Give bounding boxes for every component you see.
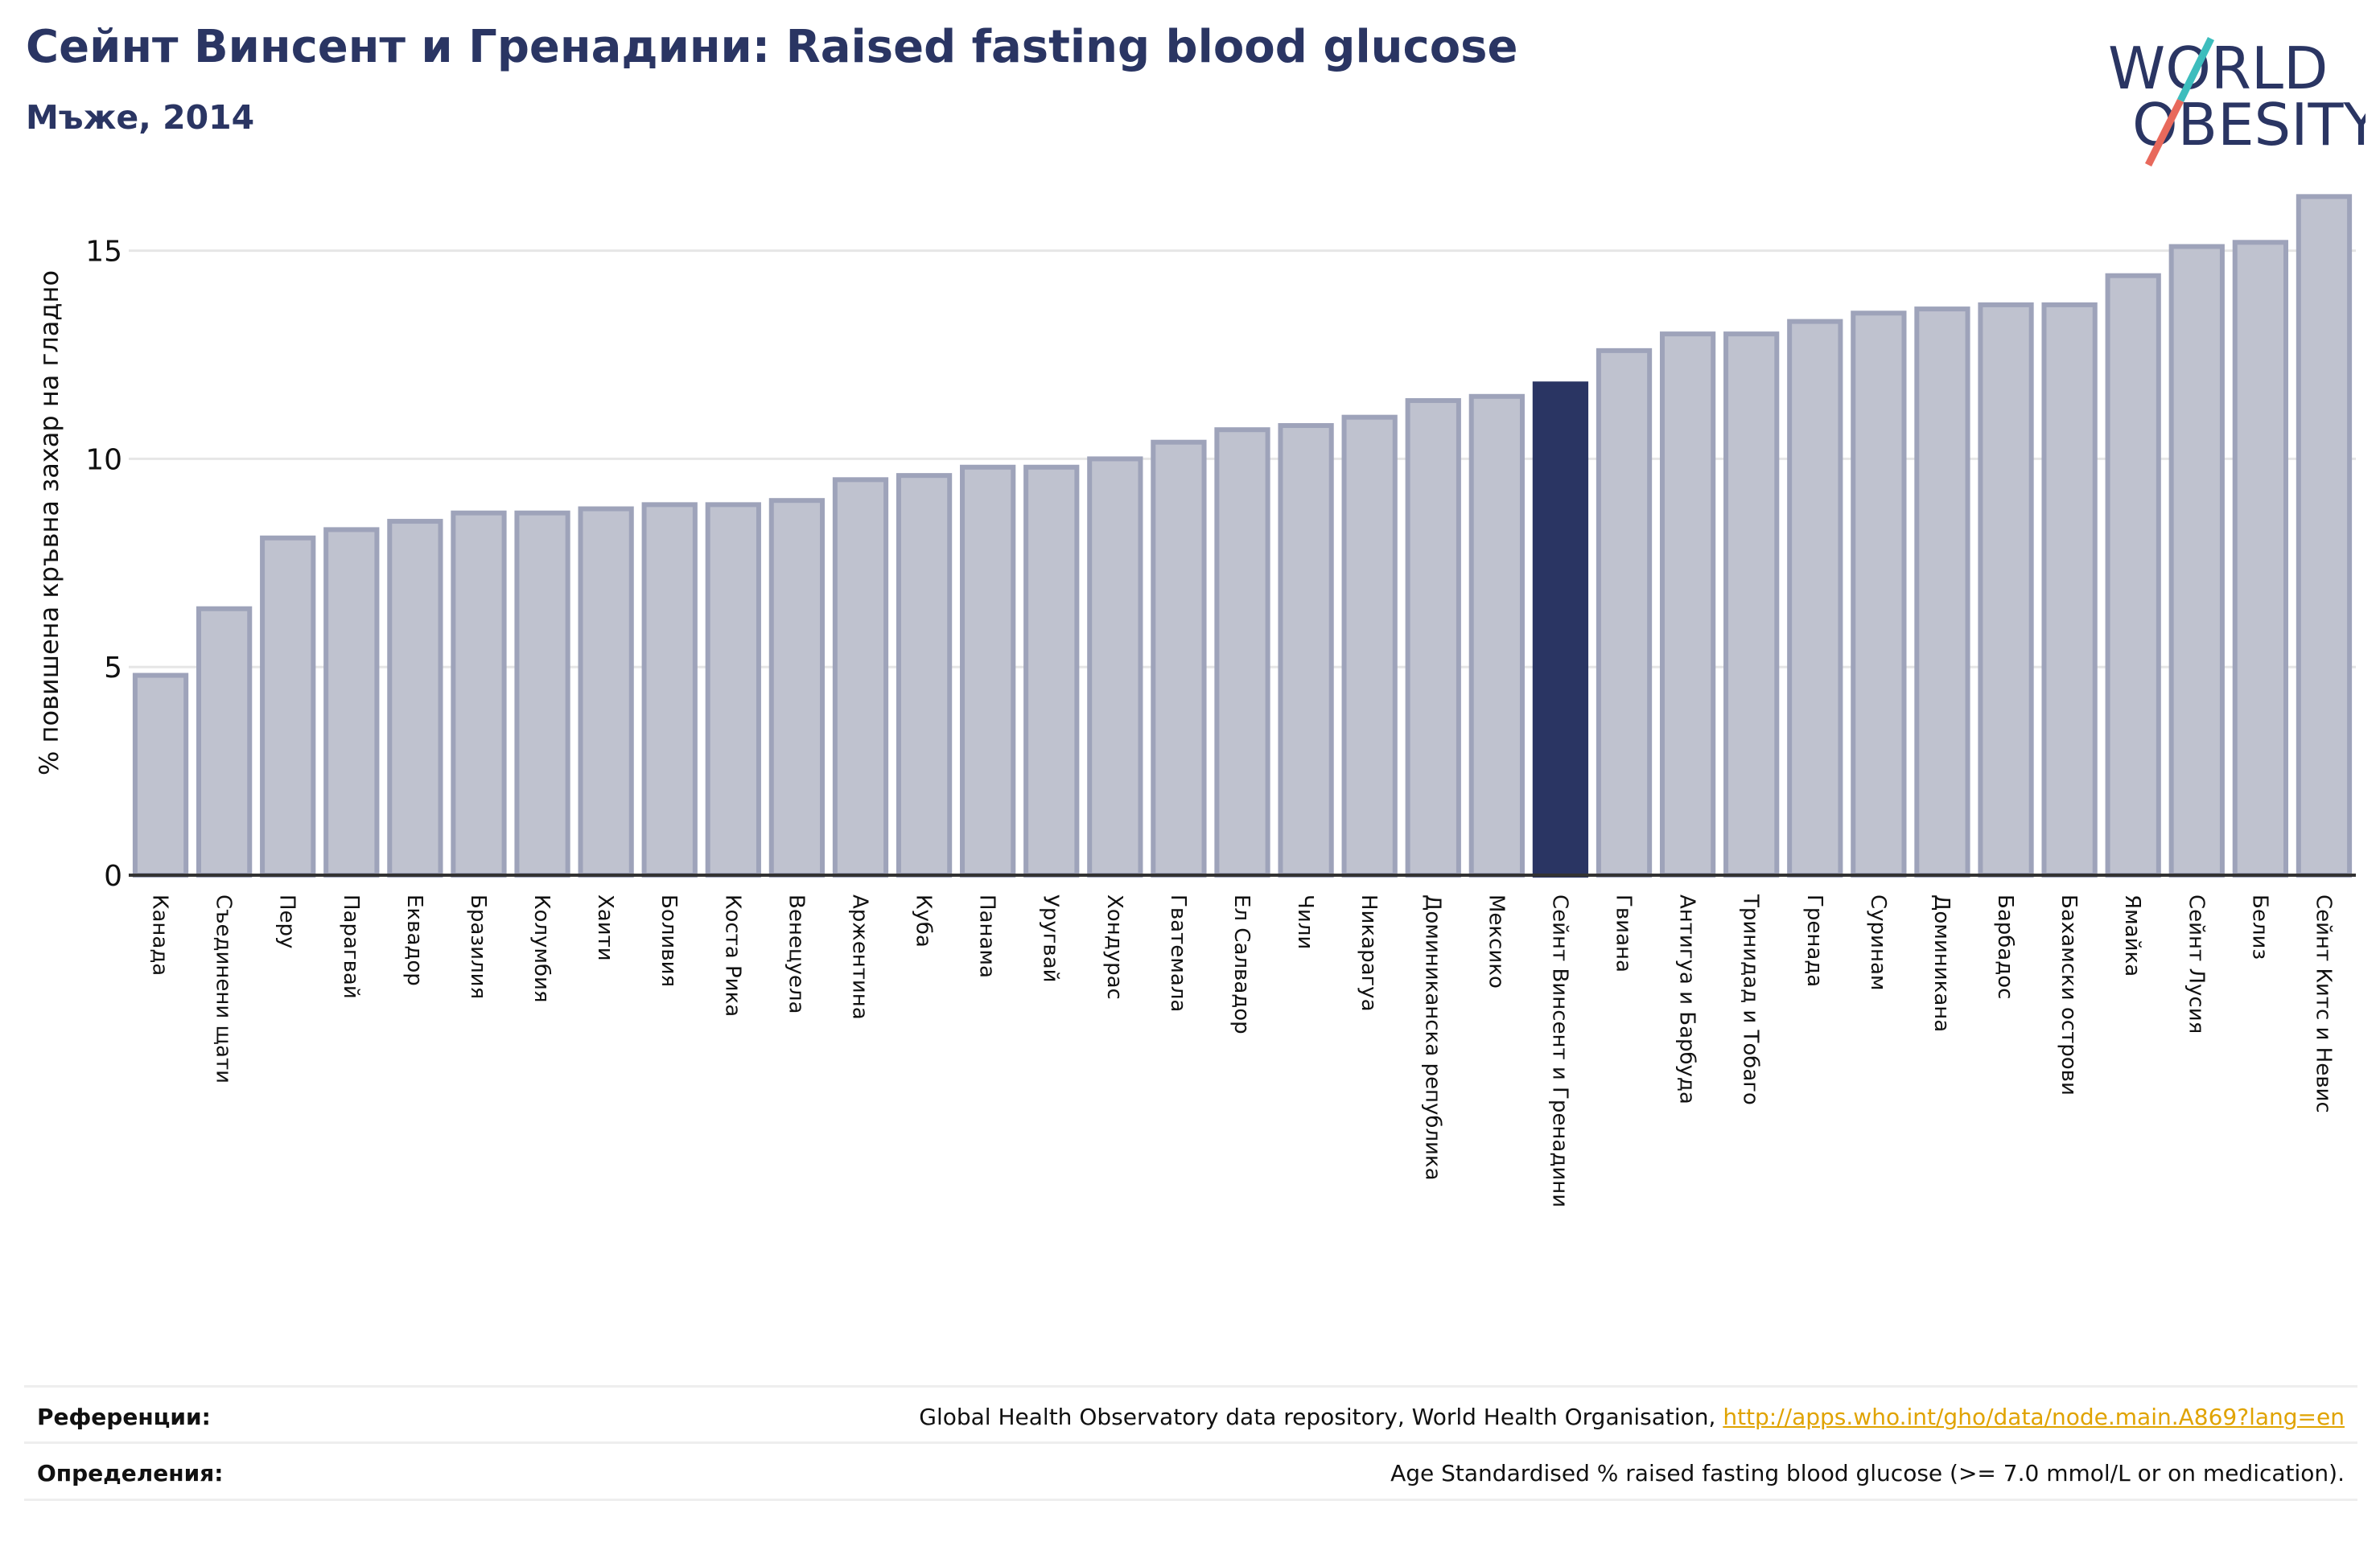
- bar: [960, 464, 1016, 878]
- x-tick-label: Сейнт Китс и Невис: [2311, 894, 2335, 1113]
- bar: [2296, 194, 2353, 878]
- bar: [1659, 331, 1716, 878]
- x-tick-label: Канада: [148, 894, 172, 976]
- x-tick-label: Ямайка: [2120, 894, 2144, 977]
- bar: [1914, 306, 1970, 878]
- bar-highlighted: [1532, 381, 1589, 878]
- bar: [641, 502, 698, 878]
- bar: [2232, 240, 2289, 878]
- x-tick-label: Никарагуа: [1357, 894, 1381, 1012]
- bar: [1214, 427, 1270, 878]
- page-title: Сейнт Винсент и Гренадини: Raised fastin…: [26, 21, 1518, 73]
- x-tick-label: Куба: [912, 894, 936, 948]
- x-tick-label: Хаити: [593, 894, 617, 961]
- bar-chart: 0 5 10 15 Канада Съединени щати Перу Парагвай Е…: [34, 194, 2356, 1207]
- x-tick-label: Гренада: [1802, 894, 1826, 987]
- x-tick-label: Уругвай: [1039, 894, 1063, 983]
- x-tick-label: Перу: [275, 894, 299, 948]
- x-tick-label: Мексико: [1484, 894, 1508, 989]
- x-tick-label: Сейнт Лусия: [2184, 894, 2208, 1034]
- references-link[interactable]: http://apps.who.int/gho/data/node.main.A…: [1723, 1404, 2345, 1430]
- x-tick-label: Тринидад и Тобаго: [1739, 894, 1763, 1105]
- x-tick-label: Доминиканска република: [1420, 894, 1444, 1181]
- logo-line1: WORLD: [2108, 35, 2328, 102]
- y-tick-label: 0: [104, 860, 122, 893]
- page-subtitle: Мъже, 2014: [26, 98, 255, 137]
- bar: [896, 473, 953, 878]
- bar: [1341, 414, 1398, 878]
- logo-slash-bottom: [2144, 98, 2184, 167]
- bar: [578, 506, 634, 878]
- bar: [451, 510, 507, 878]
- x-tick-label: Съединени щати: [212, 894, 236, 1084]
- bar: [1468, 393, 1525, 878]
- bar: [832, 477, 889, 878]
- x-tick-label: Доминикана: [1929, 894, 1954, 1032]
- x-tick-label: Боливия: [657, 894, 681, 987]
- bar: [196, 606, 253, 878]
- bar: [2105, 273, 2161, 878]
- x-tick-label: Аржентина: [847, 894, 871, 1020]
- axes: 0 5 10 15: [85, 236, 2356, 893]
- bar: [1278, 423, 1334, 878]
- bars: [132, 194, 2353, 878]
- x-tick-label: Бахамски острови: [2057, 894, 2081, 1096]
- y-axis-label: % повишена кръвна захар на гладно: [34, 270, 64, 775]
- bar: [1978, 302, 2034, 878]
- bar: [768, 498, 826, 878]
- x-tick-label: Коста Рика: [720, 894, 744, 1017]
- y-tick-label: 5: [104, 652, 122, 685]
- x-tick-label: Гватемала: [1166, 894, 1190, 1012]
- x-tick-label: Гвиана: [1612, 894, 1636, 972]
- x-tick-label: Сейнт Винсент и Гренадини: [1547, 894, 1571, 1207]
- x-tick-label: Колумбия: [529, 894, 554, 1003]
- x-tick-label: Чили: [1293, 894, 1317, 949]
- bar: [1405, 397, 1461, 878]
- bar: [132, 672, 189, 878]
- definitions-text: Age Standardised % raised fasting blood …: [1390, 1460, 2345, 1486]
- x-tick-label: Антигуа и Барбуда: [1675, 894, 1699, 1104]
- logo-slash-top: [2176, 37, 2215, 102]
- x-tick-label: Барбадос: [1993, 894, 2017, 999]
- x-tick-label: Еквадор: [402, 894, 426, 986]
- y-tick-label: 10: [85, 443, 122, 476]
- bar: [1851, 310, 1907, 878]
- x-tick-label: Бразилия: [466, 894, 490, 999]
- world-obesity-logo: WORLD OBESITY: [2108, 35, 2366, 167]
- references-row: Референции: Global Health Observatory da…: [24, 1385, 2357, 1442]
- bar: [2041, 302, 2098, 878]
- references-text: Global Health Observatory data repositor…: [919, 1404, 1723, 1430]
- bar: [1151, 439, 1207, 878]
- bar: [1596, 347, 1653, 878]
- bar: [1023, 464, 1080, 878]
- x-tick-label: Суринам: [1866, 894, 1890, 991]
- x-tick-label: Панама: [975, 894, 999, 978]
- x-tick-label: Ел Салвадор: [1229, 894, 1254, 1034]
- bar: [2168, 244, 2225, 878]
- references-value: Global Health Observatory data repositor…: [919, 1404, 2345, 1430]
- x-tick-label: Парагвай: [339, 894, 363, 999]
- x-tick-label: Хондурас: [1102, 894, 1126, 1000]
- bar: [323, 527, 380, 878]
- bar: [514, 510, 570, 878]
- bar: [387, 519, 443, 878]
- y-tick-label: 15: [85, 236, 122, 269]
- references-label: Референции:: [37, 1404, 211, 1430]
- bar: [260, 535, 316, 878]
- bar: [1087, 456, 1143, 878]
- definitions-row: Определения: Age Standardised % raised f…: [24, 1441, 2357, 1501]
- definitions-label: Определения:: [37, 1460, 224, 1486]
- category-labels: Канада Съединени щати Перу Парагвай Еквадор Б…: [148, 894, 2336, 1207]
- x-tick-label: Венецуела: [784, 894, 808, 1014]
- bar: [1787, 319, 1843, 878]
- x-tick-label: Белиз: [2247, 894, 2271, 960]
- bar: [705, 502, 761, 878]
- bar: [1723, 331, 1780, 878]
